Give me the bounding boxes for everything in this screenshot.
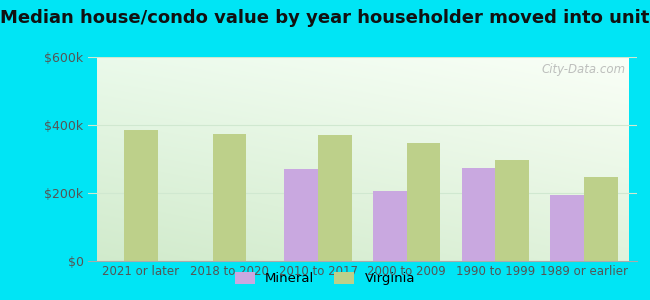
Bar [124, 130, 158, 261]
Bar [584, 177, 618, 261]
Bar [373, 191, 407, 261]
Bar [285, 169, 318, 261]
Bar [213, 134, 246, 261]
Legend: Mineral, Virginia: Mineral, Virginia [229, 266, 421, 290]
Bar [550, 195, 584, 261]
Text: Median house/condo value by year householder moved into unit: Median house/condo value by year househo… [0, 9, 650, 27]
Bar [407, 143, 440, 261]
Text: City-Data.com: City-Data.com [542, 63, 626, 76]
Bar [318, 135, 352, 261]
Bar [495, 160, 529, 261]
Bar [462, 167, 495, 261]
